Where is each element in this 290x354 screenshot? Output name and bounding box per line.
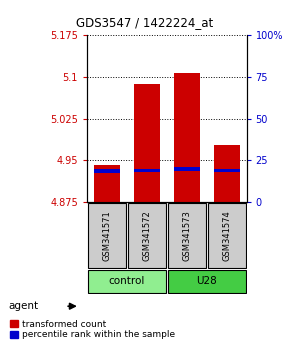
Bar (88, 203, 126, 268)
Bar (168, 270, 246, 292)
Text: U28: U28 (196, 276, 217, 286)
Text: control: control (109, 276, 145, 286)
Text: GSM341571: GSM341571 (102, 210, 111, 261)
Text: GSM341574: GSM341574 (222, 210, 231, 261)
Bar (208, 203, 246, 268)
Text: GDS3547 / 1422224_at: GDS3547 / 1422224_at (76, 16, 214, 29)
Bar (168, 203, 206, 268)
Bar (94, 169, 120, 173)
Bar (214, 169, 240, 172)
Bar (174, 167, 200, 171)
Text: GSM341573: GSM341573 (182, 210, 191, 261)
Bar (128, 203, 166, 268)
Bar (134, 169, 160, 172)
Legend: transformed count, percentile rank within the sample: transformed count, percentile rank withi… (10, 320, 175, 339)
Bar (174, 73, 200, 202)
Text: agent: agent (9, 301, 39, 311)
Bar (88, 270, 166, 292)
Bar (134, 84, 160, 202)
Bar (214, 145, 240, 202)
Bar (94, 165, 120, 202)
Text: GSM341572: GSM341572 (142, 210, 151, 261)
